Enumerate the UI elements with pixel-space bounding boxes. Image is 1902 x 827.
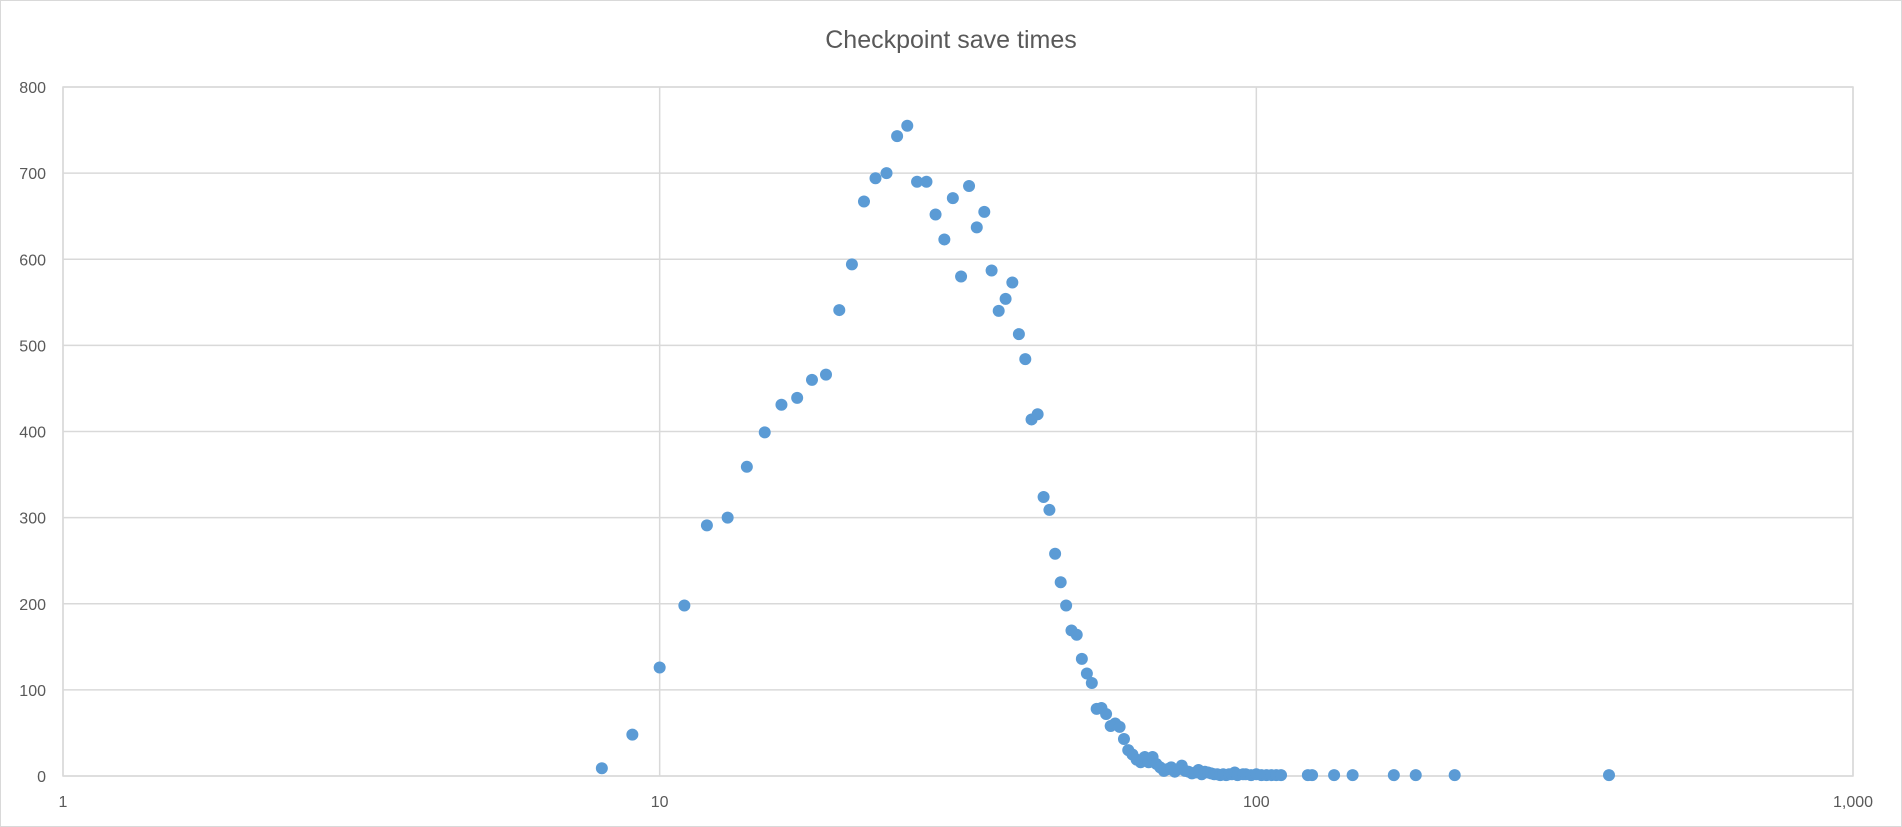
data-point: [806, 374, 818, 386]
data-point: [791, 392, 803, 404]
data-point: [846, 258, 858, 270]
data-point: [869, 172, 881, 184]
data-point: [1049, 548, 1061, 560]
data-point: [1055, 576, 1067, 588]
data-point: [858, 196, 870, 208]
data-point: [930, 208, 942, 220]
data-point: [901, 120, 913, 132]
y-tick-label: 600: [19, 252, 46, 269]
data-point: [1000, 293, 1012, 305]
data-point: [626, 729, 638, 741]
data-point: [971, 221, 983, 233]
data-point: [820, 369, 832, 381]
y-tick-label: 500: [19, 338, 46, 355]
data-point: [1328, 769, 1340, 781]
data-point: [678, 599, 690, 611]
data-point: [1038, 491, 1050, 503]
data-point: [1071, 629, 1083, 641]
x-axis-tick-labels: 1 10 100 1,000: [59, 794, 1874, 811]
data-point: [741, 461, 753, 473]
data-point: [1114, 721, 1126, 733]
data-point: [978, 206, 990, 218]
data-point: [596, 762, 608, 774]
data-point: [1076, 653, 1088, 665]
y-tick-label: 200: [19, 597, 46, 614]
x-tick-label: 100: [1243, 794, 1270, 811]
y-axis-tick-labels: 0 100 200 300 400 500 600 700 800: [19, 80, 46, 786]
y-tick-label: 0: [37, 769, 46, 786]
data-point: [1275, 769, 1287, 781]
y-tick-label: 100: [19, 683, 46, 700]
gridlines: [63, 87, 1853, 776]
data-point: [1032, 408, 1044, 420]
x-tick-label: 10: [651, 794, 669, 811]
data-point: [881, 167, 893, 179]
chart-title: Checkpoint save times: [825, 26, 1077, 54]
data-point: [759, 426, 771, 438]
data-point: [1019, 353, 1031, 365]
data-point: [1006, 277, 1018, 289]
y-tick-label: 800: [19, 80, 46, 97]
data-point: [955, 270, 967, 282]
y-tick-label: 700: [19, 166, 46, 183]
data-points: [596, 120, 1615, 781]
data-point: [1306, 769, 1318, 781]
data-point: [701, 519, 713, 531]
data-point: [722, 512, 734, 524]
data-point: [1100, 708, 1112, 720]
x-tick-label: 1: [59, 794, 68, 811]
data-point: [1118, 733, 1130, 745]
x-tick-label: 1,000: [1833, 794, 1873, 811]
data-point: [938, 233, 950, 245]
data-point: [947, 192, 959, 204]
data-point: [833, 304, 845, 316]
y-tick-label: 400: [19, 425, 46, 442]
data-point: [654, 661, 666, 673]
data-point: [986, 264, 998, 276]
data-point: [993, 305, 1005, 317]
data-point: [1410, 769, 1422, 781]
data-point: [1347, 769, 1359, 781]
data-point: [1603, 769, 1615, 781]
data-point: [1043, 504, 1055, 516]
data-point: [1086, 677, 1098, 689]
data-point: [963, 180, 975, 192]
data-point: [1449, 769, 1461, 781]
data-point: [1388, 769, 1400, 781]
data-point: [891, 130, 903, 142]
data-point: [1060, 599, 1072, 611]
data-point: [775, 399, 787, 411]
data-point: [1013, 328, 1025, 340]
y-tick-label: 300: [19, 511, 46, 528]
data-point: [920, 176, 932, 188]
